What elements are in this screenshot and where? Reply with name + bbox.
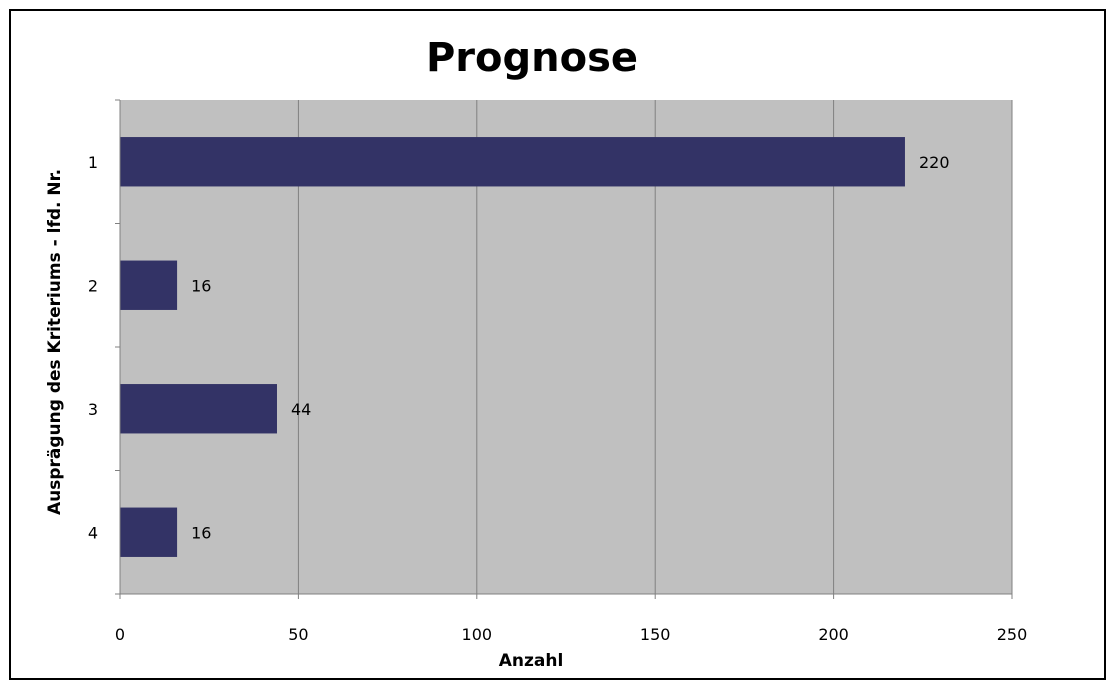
- data-label-2: 16: [191, 276, 211, 295]
- bar-3: [120, 384, 277, 434]
- x-tick-label-200: 200: [818, 625, 849, 644]
- x-tick-label-0: 0: [115, 625, 125, 644]
- y-tick-label-3: 3: [88, 400, 98, 419]
- y-tick-label-2: 2: [88, 276, 98, 295]
- x-axis-ticks: 0 50 100 150 200 250: [115, 594, 1027, 644]
- bar-4: [120, 507, 178, 557]
- data-label-1: 220: [919, 153, 950, 172]
- bars: [120, 137, 905, 557]
- x-tick-label-100: 100: [462, 625, 493, 644]
- y-axis-label: Ausprägung des Kriteriums - lfd. Nr.: [45, 169, 65, 515]
- x-tick-label-150: 150: [640, 625, 671, 644]
- x-axis-label: Anzahl: [499, 651, 564, 671]
- chart-title: Prognose: [426, 35, 638, 81]
- x-tick-label-50: 50: [288, 625, 308, 644]
- axes: [115, 100, 1012, 599]
- data-label-3: 44: [291, 400, 311, 419]
- x-tick-label-250: 250: [997, 625, 1028, 644]
- data-label-4: 16: [191, 523, 211, 542]
- y-axis-ticks: 1 2 3 4: [88, 99, 120, 595]
- y-tick-label-4: 4: [88, 523, 98, 542]
- data-labels: 220 16 44 16: [191, 153, 949, 543]
- y-tick-label-1: 1: [88, 153, 98, 172]
- bar-1: [120, 137, 905, 187]
- bar-2: [120, 260, 178, 310]
